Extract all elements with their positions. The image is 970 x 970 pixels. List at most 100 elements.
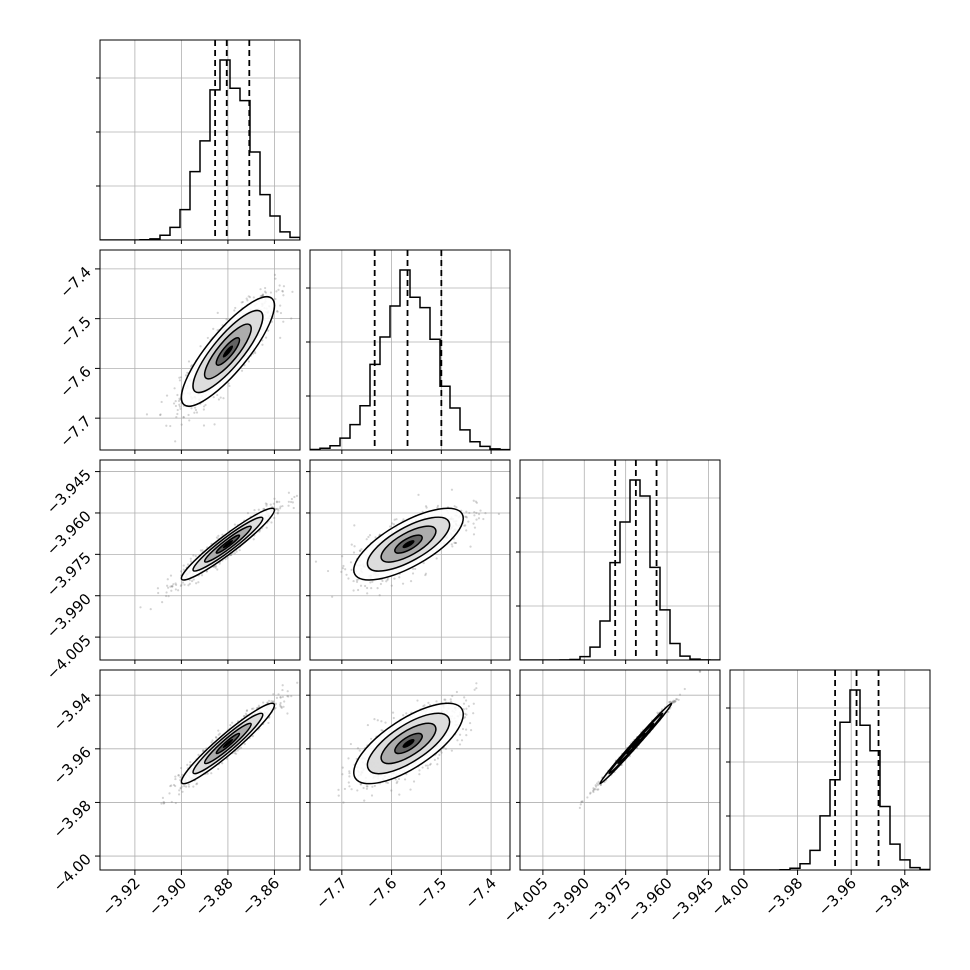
scatter-point xyxy=(179,766,183,770)
scatter-point xyxy=(350,568,353,571)
scatter-point xyxy=(246,299,249,302)
scatter-point xyxy=(190,407,193,410)
scatter-point xyxy=(391,711,395,714)
scatter-point xyxy=(463,696,466,699)
panel-1-0: −7.7−7.6−7.5−7.4 xyxy=(56,249,302,454)
scatter-point xyxy=(206,336,209,340)
scatter-point xyxy=(182,568,185,571)
scatter-point xyxy=(174,404,178,408)
scatter-point xyxy=(250,707,254,710)
scatter-point xyxy=(286,712,289,715)
scatter-point xyxy=(409,788,412,791)
scatter-point xyxy=(180,583,183,587)
scatter-point xyxy=(238,549,241,552)
scatter-point xyxy=(278,284,281,287)
scatter-point xyxy=(454,541,458,545)
scatter-point xyxy=(417,493,420,496)
scatter-point xyxy=(397,777,401,781)
scatter-point xyxy=(425,506,428,509)
scatter-point xyxy=(224,558,227,561)
scatter-point xyxy=(257,704,261,707)
scatter-point xyxy=(594,785,598,788)
scatter-point xyxy=(341,555,344,558)
scatter-point xyxy=(282,285,286,288)
scatter-point xyxy=(497,512,501,516)
scatter-point xyxy=(473,511,476,514)
scatter-point xyxy=(463,524,466,527)
scatter-point xyxy=(358,749,361,752)
panel-content xyxy=(520,460,720,660)
scatter-point xyxy=(398,793,401,796)
panel-frame xyxy=(309,669,511,871)
scatter-point xyxy=(465,516,468,519)
scatter-point xyxy=(278,507,282,510)
scatter-point xyxy=(195,783,198,786)
scatter-point xyxy=(202,749,205,752)
scatter-point xyxy=(395,518,398,521)
scatter-point xyxy=(202,408,205,411)
scatter-point xyxy=(199,549,202,552)
scatter-point xyxy=(243,742,246,746)
scatter-point xyxy=(371,580,374,583)
scatter-point xyxy=(455,690,458,694)
scatter-point xyxy=(352,579,355,583)
scatter-point xyxy=(347,781,350,784)
scatter-point xyxy=(398,576,401,579)
scatter-point xyxy=(300,266,302,268)
scatter-point xyxy=(594,788,597,791)
scatter-point xyxy=(358,549,362,552)
scatter-point xyxy=(216,568,219,571)
scatter-point xyxy=(424,573,427,577)
scatter-point xyxy=(166,584,169,587)
scatter-point xyxy=(257,508,260,511)
scatter-point xyxy=(348,775,351,778)
scatter-point xyxy=(289,500,293,504)
scatter-point xyxy=(195,411,199,414)
scatter-point xyxy=(165,591,168,594)
scatter-point xyxy=(262,701,265,704)
scatter-point xyxy=(210,741,213,744)
scatter-point xyxy=(385,580,388,583)
scatter-point xyxy=(365,785,368,788)
scatter-point xyxy=(167,595,170,598)
scatter-point xyxy=(473,514,476,517)
scatter-point xyxy=(212,327,215,331)
scatter-point xyxy=(200,574,204,577)
scatter-point xyxy=(281,688,284,692)
scatter-point xyxy=(177,793,181,796)
scatter-point xyxy=(179,584,182,588)
scatter-point xyxy=(472,499,475,502)
scatter-point xyxy=(272,502,275,505)
scatter-point xyxy=(370,737,373,740)
scatter-point xyxy=(267,721,270,725)
scatter-point xyxy=(279,705,282,708)
scatter-point xyxy=(245,709,249,712)
scatter-point xyxy=(282,705,285,708)
y-tick-label: −3.960 xyxy=(43,507,95,559)
scatter-point xyxy=(193,411,196,414)
y-tick-label: −3.98 xyxy=(50,797,95,842)
scatter-point xyxy=(472,712,475,715)
scatter-point xyxy=(217,534,220,538)
scatter-point xyxy=(454,541,457,545)
scatter-point xyxy=(276,507,279,510)
scatter-point xyxy=(159,413,162,417)
panel-3-0: −3.92 −3.90 −3.88 −3.86−4.00−3.98−3.96−3.94 xyxy=(50,669,301,919)
scatter-point xyxy=(290,317,293,320)
scatter-point xyxy=(443,698,446,701)
scatter-point xyxy=(286,694,289,698)
scatter-point xyxy=(287,491,290,494)
scatter-point xyxy=(160,802,163,805)
scatter-point xyxy=(192,554,195,557)
scatter-point xyxy=(429,762,432,765)
scatter-point xyxy=(467,705,470,708)
scatter-point xyxy=(465,728,468,731)
panel-frame xyxy=(309,459,511,661)
scatter-point xyxy=(165,424,168,427)
histogram-bar xyxy=(520,479,720,660)
scatter-point xyxy=(162,802,165,805)
scatter-point xyxy=(204,403,207,407)
scatter-point xyxy=(167,586,170,589)
scatter-point xyxy=(393,577,396,580)
scatter-point xyxy=(380,720,383,723)
